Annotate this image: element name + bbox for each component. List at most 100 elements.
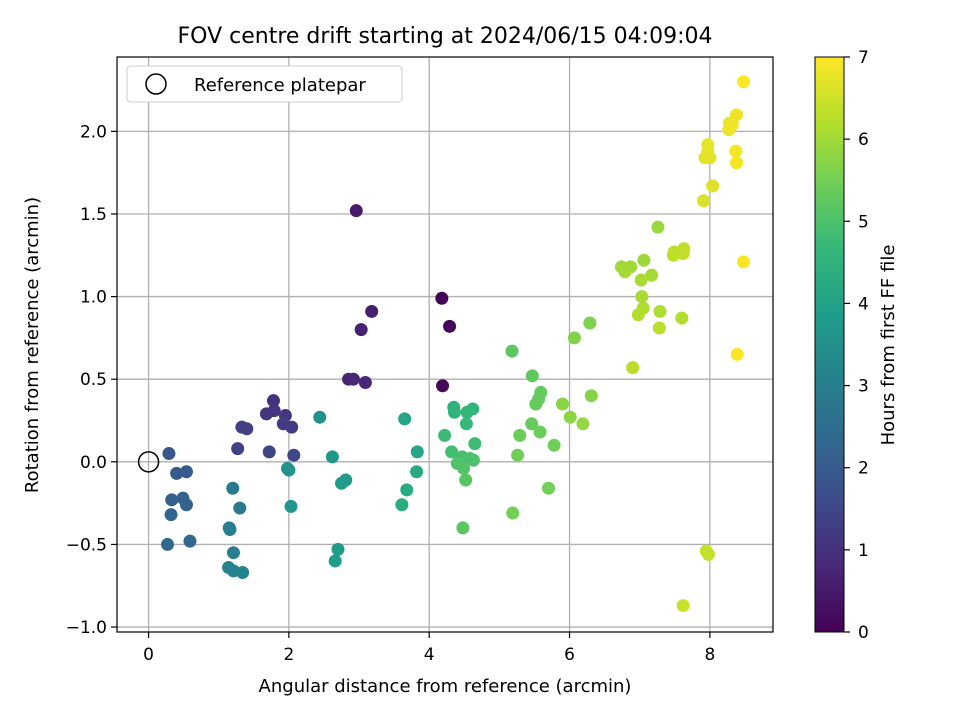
colorbar-tick-label: 2 bbox=[858, 459, 869, 479]
data-point bbox=[231, 442, 245, 456]
x-axis: 0 2 4 6 8 bbox=[143, 632, 715, 665]
data-point bbox=[459, 417, 473, 431]
colorbar-tick-label: 1 bbox=[858, 541, 869, 561]
data-point bbox=[161, 537, 175, 551]
data-point bbox=[547, 438, 561, 452]
data-point bbox=[179, 465, 193, 479]
data-point bbox=[637, 253, 651, 267]
colorbar-label: Hours from first FF file bbox=[878, 245, 899, 446]
data-point bbox=[328, 554, 342, 568]
y-tick-label: 0.0 bbox=[80, 453, 107, 473]
colorbar-gradient bbox=[814, 56, 845, 633]
data-point bbox=[701, 138, 715, 152]
colorbar-tick-label: 4 bbox=[858, 294, 869, 314]
data-point bbox=[346, 372, 360, 386]
chart-title: FOV centre drift starting at 2024/06/15 … bbox=[178, 24, 713, 49]
data-point bbox=[170, 466, 184, 480]
data-point bbox=[457, 461, 471, 475]
data-point bbox=[233, 501, 247, 515]
y-tick-label: 1.0 bbox=[80, 288, 107, 308]
data-point bbox=[466, 453, 480, 467]
data-point bbox=[460, 405, 474, 419]
data-point bbox=[676, 247, 690, 261]
data-point bbox=[236, 566, 250, 580]
colorbar-tick-label: 3 bbox=[858, 377, 869, 397]
legend-entry-label: Reference platepar bbox=[194, 75, 366, 96]
plot-area bbox=[116, 56, 774, 633]
data-point bbox=[563, 410, 577, 424]
data-point bbox=[533, 425, 547, 439]
x-axis-label: Angular distance from reference (arcmin) bbox=[259, 676, 632, 697]
data-points bbox=[161, 75, 751, 613]
data-point bbox=[666, 248, 680, 262]
data-point bbox=[226, 481, 240, 495]
data-point bbox=[349, 204, 363, 218]
data-point bbox=[675, 311, 689, 325]
data-point bbox=[282, 463, 296, 477]
data-point bbox=[513, 428, 527, 442]
data-point bbox=[653, 304, 667, 318]
legend: Reference platepar bbox=[126, 65, 403, 103]
y-tick-label: 0.5 bbox=[80, 370, 107, 390]
data-point bbox=[631, 308, 645, 322]
data-point bbox=[354, 323, 368, 337]
data-point bbox=[287, 448, 301, 462]
data-point bbox=[730, 156, 744, 170]
data-point bbox=[443, 319, 457, 333]
data-point bbox=[459, 473, 473, 487]
data-point bbox=[701, 547, 715, 561]
colorbar: 0 1 2 3 4 5 6 7 Hours from first FF file bbox=[814, 48, 899, 643]
data-point bbox=[162, 447, 176, 461]
data-point bbox=[266, 394, 280, 408]
data-point bbox=[676, 599, 690, 613]
data-point bbox=[285, 420, 299, 434]
colorbar-tick-label: 7 bbox=[858, 48, 869, 68]
plot-frame bbox=[116, 56, 774, 633]
data-point bbox=[583, 316, 597, 330]
data-point bbox=[697, 194, 711, 208]
data-point bbox=[651, 220, 665, 234]
data-point bbox=[506, 506, 520, 520]
y-tick-label: −1.0 bbox=[66, 618, 107, 638]
data-point bbox=[729, 144, 743, 158]
x-tick-label: 2 bbox=[283, 645, 294, 665]
data-point bbox=[456, 521, 470, 535]
data-point bbox=[358, 376, 372, 390]
grid-lines bbox=[117, 57, 773, 632]
data-point bbox=[525, 369, 539, 383]
data-point bbox=[262, 445, 276, 459]
data-point bbox=[635, 290, 649, 304]
data-point bbox=[730, 347, 744, 361]
data-point bbox=[737, 255, 751, 269]
plot-background bbox=[117, 57, 773, 632]
data-point bbox=[410, 445, 424, 459]
colorbar-tick-label: 5 bbox=[858, 212, 869, 232]
legend-marker-icon bbox=[145, 73, 167, 95]
data-point bbox=[626, 361, 640, 375]
data-point bbox=[556, 397, 570, 411]
data-point bbox=[730, 108, 744, 122]
data-point bbox=[445, 445, 459, 459]
legend-box bbox=[126, 65, 403, 103]
data-point bbox=[398, 412, 412, 426]
y-axis: −1.0 −0.5 0.0 0.5 1.0 1.5 2.0 bbox=[66, 122, 117, 638]
data-point bbox=[179, 498, 193, 512]
y-tick-label: 1.5 bbox=[80, 205, 107, 225]
data-point bbox=[223, 523, 237, 537]
y-axis-label: Rotation from reference (arcmin) bbox=[22, 197, 43, 493]
y-tick-label: −0.5 bbox=[66, 535, 107, 555]
x-tick-label: 8 bbox=[704, 645, 715, 665]
data-point bbox=[313, 410, 327, 424]
data-point bbox=[447, 405, 461, 419]
x-tick-label: 0 bbox=[143, 645, 154, 665]
data-point bbox=[164, 508, 178, 522]
data-point bbox=[652, 321, 666, 335]
data-point bbox=[584, 389, 598, 403]
data-point bbox=[511, 448, 525, 462]
data-point bbox=[165, 493, 179, 507]
data-point bbox=[737, 75, 751, 89]
colorbar-tick-label: 6 bbox=[858, 130, 869, 150]
data-point bbox=[284, 499, 298, 513]
data-point bbox=[410, 465, 424, 479]
